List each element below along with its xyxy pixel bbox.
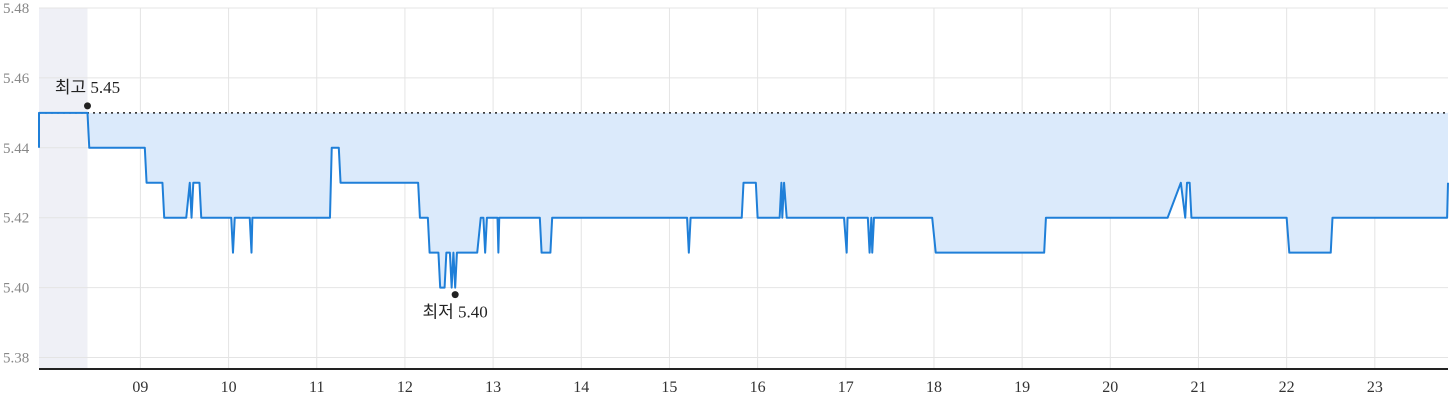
- high-marker: [84, 102, 91, 109]
- x-tick-label: 09: [132, 379, 148, 396]
- x-tick-label: 15: [661, 379, 677, 396]
- y-tick-label: 5.40: [3, 281, 29, 297]
- x-tick-label: 20: [1102, 379, 1118, 396]
- shaded-region: [39, 8, 87, 368]
- x-tick-label: 12: [397, 379, 413, 396]
- y-tick-label: 5.38: [3, 351, 29, 367]
- high-annotation: 최고 5.45: [55, 78, 120, 97]
- x-tick-label: 10: [221, 379, 237, 396]
- x-tick-label: 14: [573, 379, 589, 396]
- x-tick-label: 11: [309, 379, 324, 396]
- y-tick-label: 5.42: [3, 211, 29, 227]
- y-tick-label: 5.44: [3, 141, 30, 157]
- x-tick-label: 21: [1190, 379, 1206, 396]
- y-tick-label: 5.48: [3, 1, 29, 17]
- low-annotation: 최저 5.40: [423, 303, 488, 322]
- x-tick-label: 22: [1279, 379, 1295, 396]
- y-tick-label: 5.46: [3, 71, 30, 87]
- x-tick-label: 13: [485, 379, 501, 396]
- x-tick-label: 19: [1014, 379, 1030, 396]
- x-tick-label: 23: [1367, 379, 1383, 396]
- x-tick-label: 18: [926, 379, 942, 396]
- low-marker: [452, 291, 459, 298]
- x-tick-label: 17: [838, 379, 854, 396]
- x-tick-label: 16: [750, 379, 766, 396]
